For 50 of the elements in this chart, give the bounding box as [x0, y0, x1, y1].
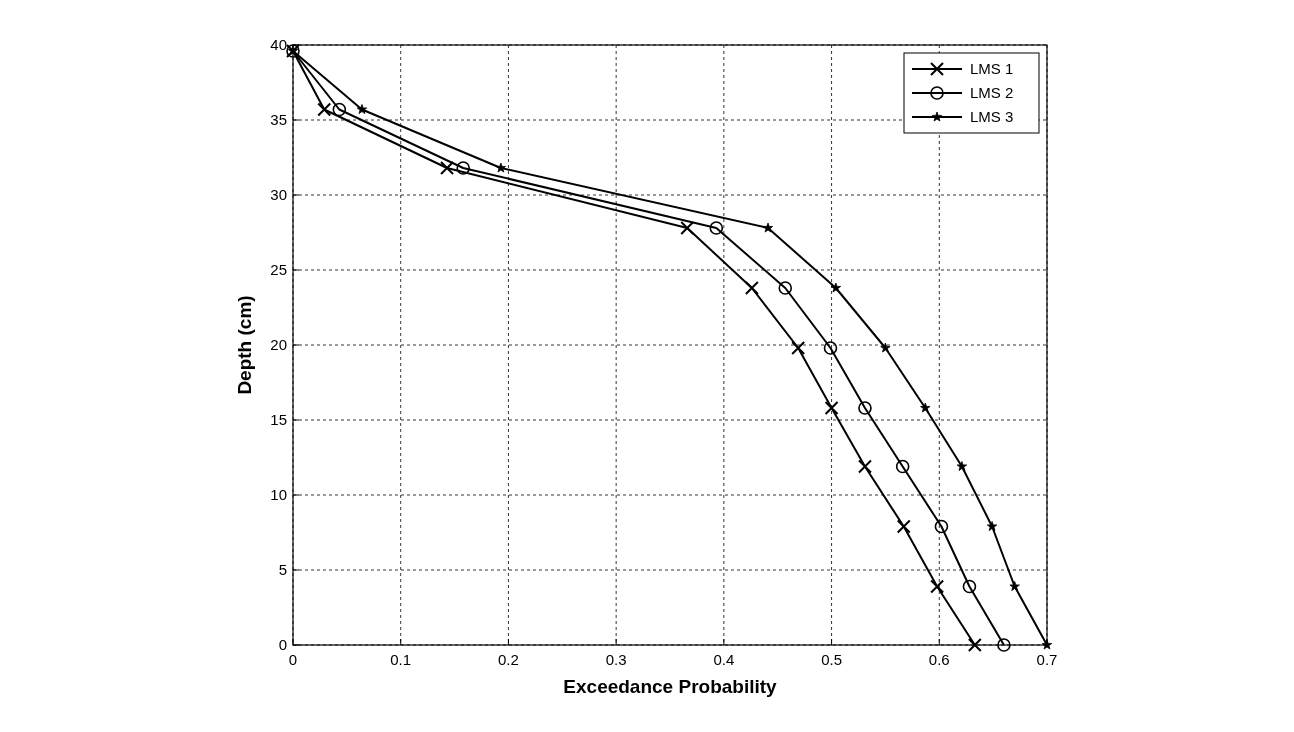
point: [956, 461, 968, 471]
point: [986, 521, 998, 531]
x-tick-label: 0.6: [928, 651, 950, 668]
point: [762, 222, 774, 233]
point: [744, 281, 759, 295]
point: [962, 579, 977, 594]
x-tick-label: 0.7: [1036, 651, 1058, 668]
y-tick-label: 0: [278, 636, 287, 653]
point: [880, 342, 891, 353]
y-tick-label: 5: [278, 561, 287, 578]
point: [858, 401, 872, 415]
point: [456, 161, 470, 175]
point: [823, 341, 838, 355]
x-tick-label: 0.5: [821, 651, 842, 668]
point: [895, 459, 910, 474]
x-tick-label: 0.3: [605, 651, 627, 668]
point: [934, 519, 949, 534]
point: [332, 102, 347, 117]
x-tick-label: 0.2: [498, 651, 519, 668]
x-axis-title: Exceedance Probability: [563, 676, 778, 697]
y-tick-label: 35: [270, 111, 287, 128]
point: [778, 281, 793, 295]
legend-label: LMS 1: [970, 60, 1014, 77]
point: [896, 519, 911, 534]
point: [680, 221, 695, 235]
y-tick-label: 10: [270, 486, 287, 503]
y-tick-label: 25: [270, 261, 287, 278]
point: [967, 638, 982, 652]
point: [930, 579, 945, 594]
point: [830, 282, 842, 293]
y-tick-label: 15: [270, 411, 287, 428]
y-tick-label: 40: [270, 36, 287, 53]
point: [824, 401, 839, 415]
point: [857, 459, 872, 474]
legend-label: LMS 2: [970, 84, 1014, 101]
point: [709, 221, 724, 235]
point: [920, 402, 931, 413]
point: [495, 162, 507, 173]
point: [317, 102, 332, 117]
y-axis-title: Depth (cm): [234, 295, 255, 395]
point: [440, 161, 455, 175]
x-tick-label: 0.4: [713, 651, 735, 668]
point: [1009, 581, 1020, 591]
point: [791, 341, 806, 355]
point: [356, 104, 368, 114]
y-tick-label: 20: [270, 336, 287, 353]
y-tick-label: 30: [270, 186, 287, 203]
x-tick-label: 0.1: [390, 651, 412, 668]
point: [997, 638, 1011, 652]
legend-label: LMS 3: [970, 108, 1014, 125]
